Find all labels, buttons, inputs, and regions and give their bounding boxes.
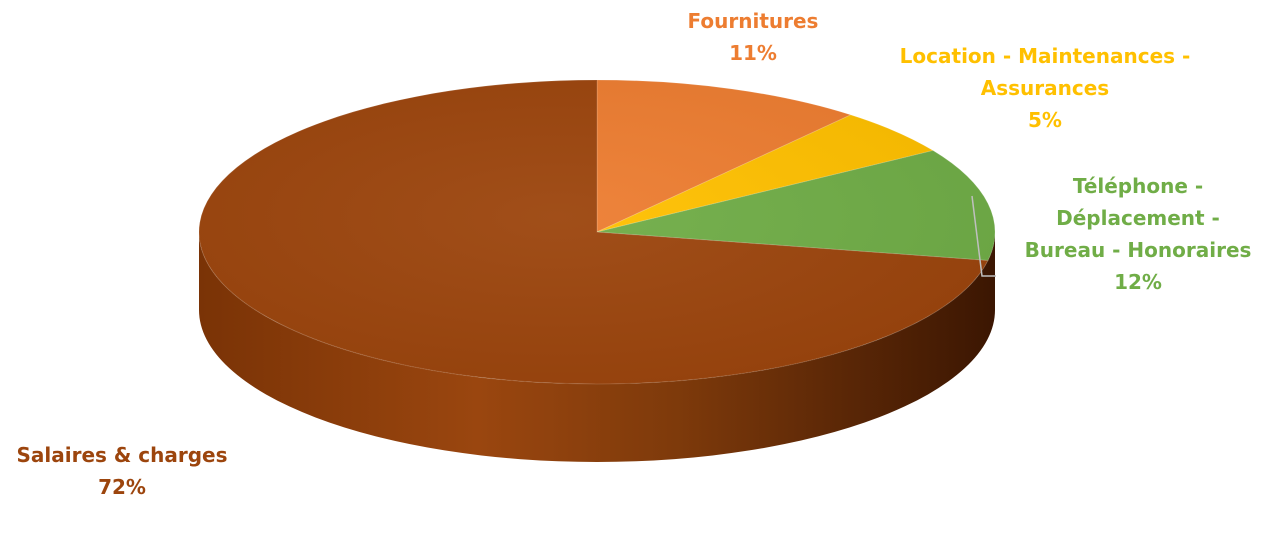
pie-side-wall-shape [199,232,995,462]
data-label-category-3-line-0: Salaires & charges [16,443,227,467]
data-label-category-2-line-2: Bureau - Honoraires [1025,238,1252,262]
data-label-category-2-line-0: Téléphone - [1073,174,1203,198]
data-label-percent-2: 12% [1114,270,1162,294]
data-label-category-1-line-1: Assurances [981,76,1109,100]
data-label-percent-0: 11% [729,41,777,65]
pie-top-sheen [199,80,995,384]
leader-line [971,195,996,277]
data-label-percent-1: 5% [1028,108,1062,132]
pie-top-face [198,79,996,385]
pie-side-wall [199,232,995,462]
data-label-category-0-line-0: Fournitures [688,9,819,33]
data-label-category-2-line-1: Déplacement - [1056,206,1220,230]
data-label-percent-3: 72% [98,475,146,499]
data-label-category-1-line-0: Location - Maintenances - [900,44,1191,68]
data-labels: Fournitures 11% Location - Maintenances - A… [16,9,1251,499]
